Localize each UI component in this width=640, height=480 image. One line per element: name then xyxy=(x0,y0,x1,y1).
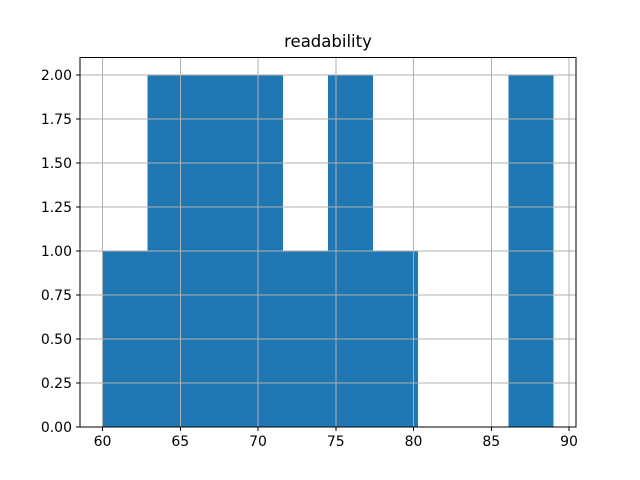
chart-title: readability xyxy=(284,32,372,51)
y-tick-label: 1.75 xyxy=(41,112,72,128)
y-tick-label: 1.00 xyxy=(41,244,72,260)
y-tick-label: 0.00 xyxy=(41,420,72,436)
y-tick-label: 1.25 xyxy=(41,200,72,216)
y-tick-label: 0.25 xyxy=(41,376,72,392)
x-tick-label: 60 xyxy=(94,434,112,450)
y-tick-label: 0.75 xyxy=(41,288,72,304)
x-tick-label: 90 xyxy=(560,434,578,450)
x-tick-label: 85 xyxy=(482,434,500,450)
x-tick-label: 80 xyxy=(405,434,423,450)
axes-spines xyxy=(79,57,577,428)
y-tick-label: 1.50 xyxy=(41,156,72,172)
y-tick-label: 2.00 xyxy=(41,68,72,84)
x-tick-label: 70 xyxy=(249,434,267,450)
x-tick-label: 65 xyxy=(171,434,189,450)
x-tick-label: 75 xyxy=(327,434,345,450)
y-tick-label: 0.50 xyxy=(41,332,72,348)
